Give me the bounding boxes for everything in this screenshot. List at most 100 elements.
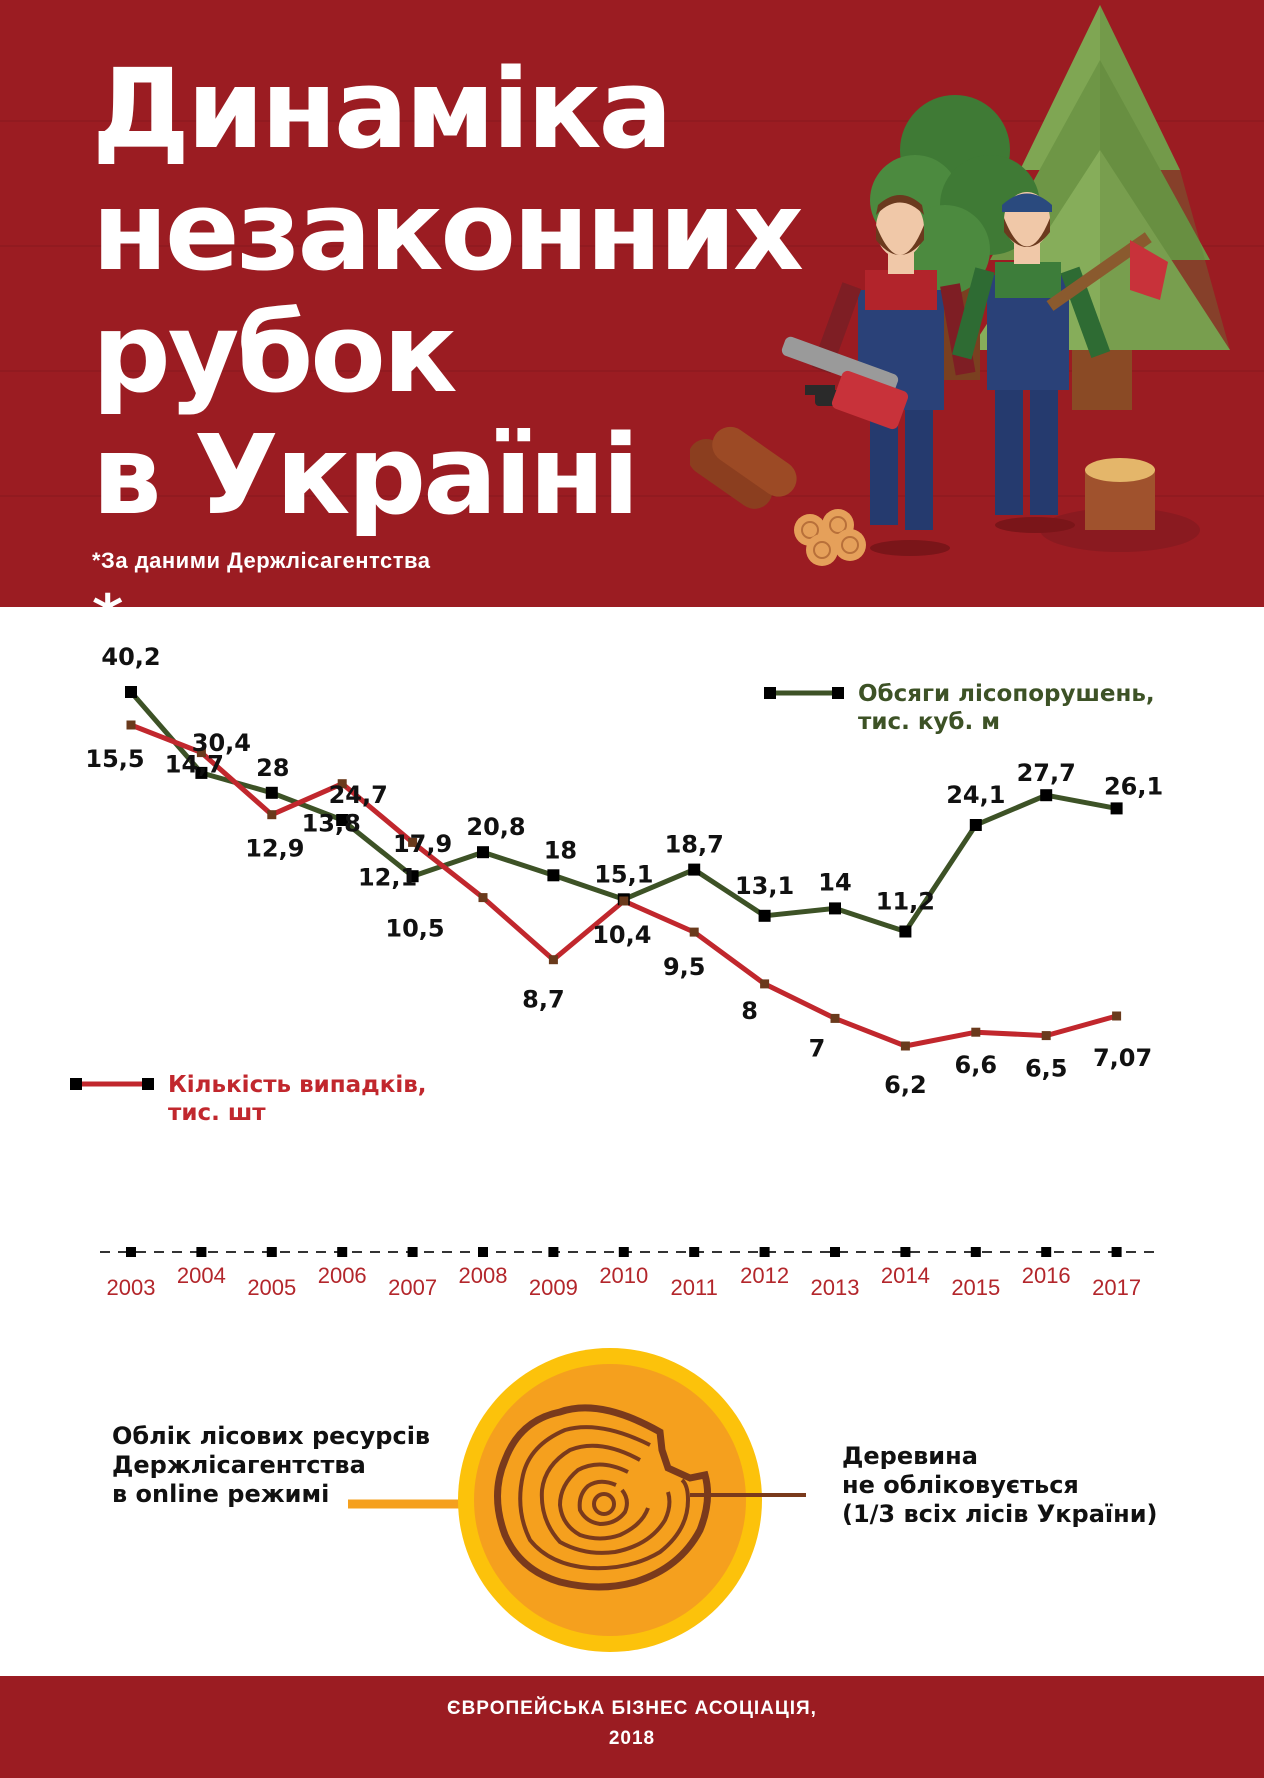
data-point	[689, 927, 699, 937]
series-labels-volume: 40,2 30,428 24,717,9 20,8 18 15,1 18,7 13,1 14 11…	[101, 643, 1163, 916]
x-tick-marker	[830, 1247, 840, 1257]
x-axis: 2003 2004 2005 2006 2007 2008 2009 2010 2011 2012…	[107, 1247, 1141, 1300]
data-point	[969, 819, 982, 831]
data-point	[267, 810, 277, 820]
source-note: *За даними Держлісагентства	[92, 548, 431, 573]
x-tick-marker	[337, 1247, 348, 1257]
data-point	[758, 909, 771, 922]
data-label: 13,1	[735, 872, 794, 900]
data-label: 18,7	[665, 831, 724, 859]
data-point	[337, 779, 347, 789]
lumberjacks-illustration	[690, 5, 1230, 566]
left-line-3: в online режимі	[112, 1480, 330, 1508]
data-point	[406, 870, 419, 883]
x-tick-label: 2011	[671, 1275, 718, 1300]
x-tick-marker	[548, 1247, 559, 1257]
data-label: 26,1	[1104, 772, 1163, 800]
data-label: 18	[544, 836, 577, 864]
data-label: 6,6	[955, 1051, 998, 1079]
data-label: 20,8	[466, 813, 525, 841]
x-tick-label: 2017	[1092, 1275, 1141, 1300]
data-label: 12,9	[245, 835, 304, 863]
x-tick-marker	[407, 1247, 418, 1257]
title-line-3: рубок	[92, 289, 457, 417]
data-label: 14,7	[165, 751, 224, 779]
data-point	[830, 1013, 840, 1023]
data-point	[1110, 802, 1123, 815]
data-point	[125, 686, 137, 698]
data-label: 27,7	[1017, 759, 1076, 787]
data-point	[336, 814, 349, 826]
data-label: 30,4	[192, 729, 251, 757]
orange-disc	[474, 1364, 746, 1636]
x-tick-label: 2016	[1022, 1263, 1071, 1288]
x-tick-marker	[266, 1247, 277, 1257]
data-point	[548, 955, 558, 965]
data-point	[265, 786, 278, 799]
title-line-4: в Україні *	[92, 414, 801, 607]
legend-volume-marker	[764, 687, 776, 699]
right-line-3: (1/3 всіх лісів України)	[842, 1500, 1158, 1528]
x-tick-label: 2012	[740, 1263, 789, 1288]
data-label: 14	[818, 868, 851, 896]
x-tick-label: 2006	[318, 1263, 367, 1288]
data-point	[900, 1041, 910, 1051]
data-label: 9,5	[663, 953, 706, 981]
left-line-2: Держлісагентства	[112, 1451, 366, 1479]
data-point	[760, 979, 770, 989]
x-tick-marker	[1041, 1247, 1052, 1257]
title-line-4-text: в Україні	[92, 411, 640, 539]
data-point	[477, 846, 489, 859]
legend-cases-unit: тис. шт	[168, 1100, 266, 1126]
data-label: 40,2	[101, 643, 160, 671]
data-label: 24,1	[946, 781, 1005, 809]
x-tick-marker	[478, 1247, 488, 1257]
data-point	[478, 893, 488, 903]
data-label: 8,7	[522, 986, 565, 1014]
data-point	[195, 766, 208, 779]
x-tick-label: 2004	[177, 1263, 226, 1288]
data-point	[1040, 789, 1053, 802]
data-label: 12,1	[358, 863, 417, 891]
data-label: 7	[809, 1034, 826, 1062]
right-line-1: Деревина	[842, 1442, 978, 1470]
legend-volume-marker	[832, 687, 844, 699]
x-tick-marker	[618, 1247, 629, 1257]
data-label: 10,5	[385, 915, 444, 943]
data-point	[547, 869, 560, 882]
title-line-2: незаконних	[92, 167, 804, 295]
tree-ring-graphic	[348, 1348, 806, 1652]
x-tick-label: 2007	[388, 1275, 437, 1300]
legend-cases-marker	[142, 1078, 154, 1090]
data-point	[408, 837, 418, 847]
data-label: 11,2	[876, 888, 935, 916]
x-tick-label: 2003	[107, 1275, 156, 1300]
data-label: 15,5	[85, 745, 144, 773]
data-point	[899, 925, 912, 938]
accounting-section: Облік лісових ресурсів Держлісагентства …	[0, 1320, 1264, 1680]
data-label: 10,4	[592, 921, 651, 949]
x-tick-marker	[1111, 1247, 1122, 1257]
legend-cases: Кількість випадків, тис. шт	[70, 1072, 427, 1126]
title-line-1: Динаміка	[92, 45, 673, 173]
legend-volume: Обсяги лісопорушень, тис. куб. м	[764, 681, 1155, 735]
unaccounted-wood-text: Деревина не обліковується (1/3 всіх лісі…	[842, 1442, 1158, 1529]
x-tick-label: 2010	[599, 1263, 648, 1288]
tree-rings-icon	[494, 1404, 712, 1591]
x-tick-label: 2009	[529, 1275, 578, 1300]
legend-volume-label: Обсяги лісопорушень,	[858, 681, 1155, 707]
data-label: 8	[741, 997, 758, 1025]
right-line-2: не обліковується	[842, 1471, 1079, 1499]
data-point	[126, 720, 136, 730]
data-point	[688, 863, 701, 876]
data-label: 6,5	[1025, 1055, 1068, 1083]
line-chart: 2003 2004 2005 2006 2007 2008 2009 2010 2011 2012…	[70, 643, 1163, 1300]
series-labels-cases: 15,5 14,7 12,913,8 12,1 10,5 8,7 10,4 9,5 8 7 6,2 6…	[85, 745, 1152, 1099]
data-point	[1041, 1031, 1051, 1041]
logs-icon	[690, 426, 866, 566]
series-points-cases	[126, 720, 1122, 1051]
data-point	[1112, 1011, 1122, 1021]
data-label: 17,9	[393, 830, 452, 858]
page-title: Динаміка незаконних рубок в Україні *	[92, 45, 804, 607]
online-accounting-text: Облік лісових ресурсів Держлісагентства …	[112, 1422, 430, 1509]
